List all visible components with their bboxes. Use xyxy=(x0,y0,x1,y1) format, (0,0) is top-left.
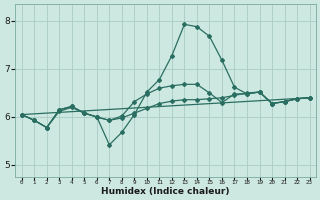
X-axis label: Humidex (Indice chaleur): Humidex (Indice chaleur) xyxy=(101,187,230,196)
